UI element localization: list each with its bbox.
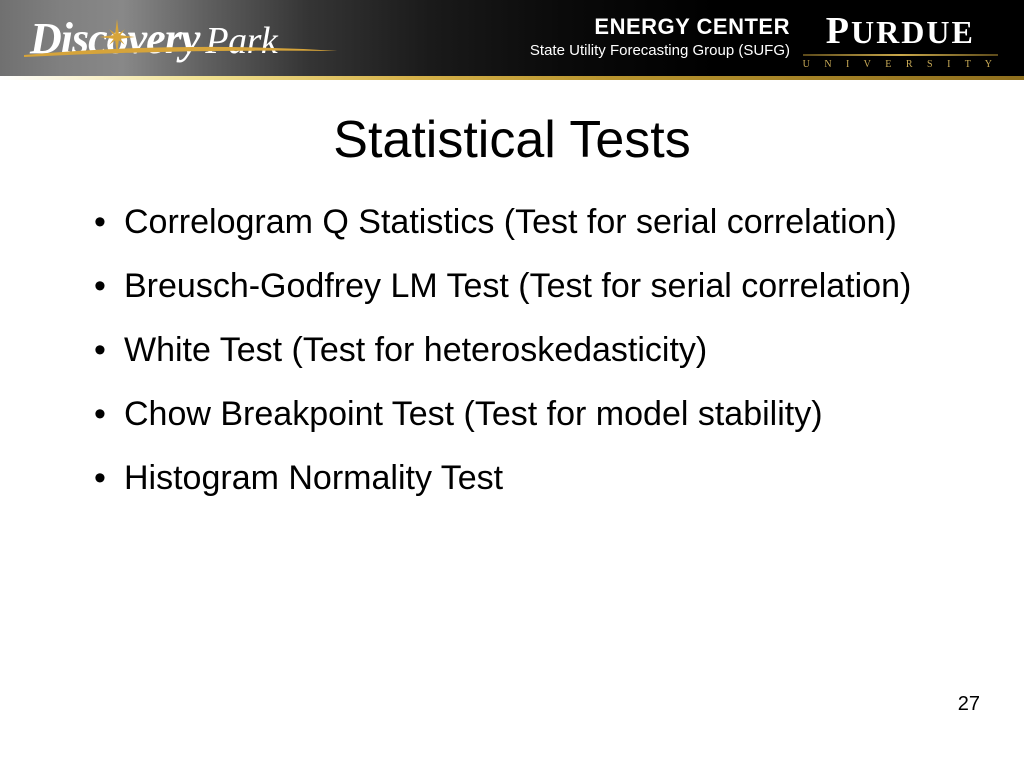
purdue-wordmark: PURDUE bbox=[803, 12, 998, 50]
purdue-logo: PURDUE U N I V E R S I T Y bbox=[803, 12, 998, 70]
purdue-subtext: U N I V E R S I T Y bbox=[803, 59, 998, 70]
header-bar: Disco veryPark ENERGY CENTER State Utili… bbox=[0, 0, 1024, 80]
logo-letter-o: o bbox=[107, 17, 128, 61]
bullet-item: White Test (Test for heteroskedasticity) bbox=[90, 328, 954, 374]
purdue-divider bbox=[803, 54, 998, 56]
bullet-text: White Test (Test for heteroskedasticity) bbox=[124, 331, 707, 369]
bullet-list: Correlogram Q Statistics (Test for seria… bbox=[90, 200, 954, 519]
bullet-item: Chow Breakpoint Test (Test for model sta… bbox=[90, 392, 954, 438]
bullet-text: Breusch-Godfrey LM Test (Test for serial… bbox=[124, 267, 911, 305]
slide-title: Statistical Tests bbox=[0, 110, 1024, 170]
discovery-park-wordmark: Disco veryPark bbox=[30, 17, 277, 63]
slide: Disco veryPark ENERGY CENTER State Utili… bbox=[0, 0, 1024, 768]
logo-word-discovery: Disco very bbox=[30, 17, 199, 61]
logo-word-part1: Disc bbox=[30, 14, 107, 63]
header-title: ENERGY CENTER bbox=[430, 14, 790, 40]
logo-word-park: Park bbox=[205, 19, 277, 63]
logo-word-part2: very bbox=[128, 14, 200, 63]
header-gold-line bbox=[0, 76, 1024, 80]
page-number: 27 bbox=[958, 693, 980, 716]
bullet-item: Correlogram Q Statistics (Test for seria… bbox=[90, 200, 954, 246]
discovery-park-logo: Disco veryPark bbox=[30, 12, 277, 68]
bullet-text: Chow Breakpoint Test (Test for model sta… bbox=[124, 395, 823, 433]
bullet-text: Histogram Normality Test bbox=[124, 459, 503, 497]
bullet-item: Breusch-Godfrey LM Test (Test for serial… bbox=[90, 264, 954, 310]
bullet-item: Histogram Normality Test bbox=[90, 456, 954, 502]
bullet-text: Correlogram Q Statistics (Test for seria… bbox=[124, 203, 897, 241]
header-subtitle: State Utility Forecasting Group (SUFG) bbox=[430, 42, 790, 59]
header-center-block: ENERGY CENTER State Utility Forecasting … bbox=[430, 14, 790, 59]
